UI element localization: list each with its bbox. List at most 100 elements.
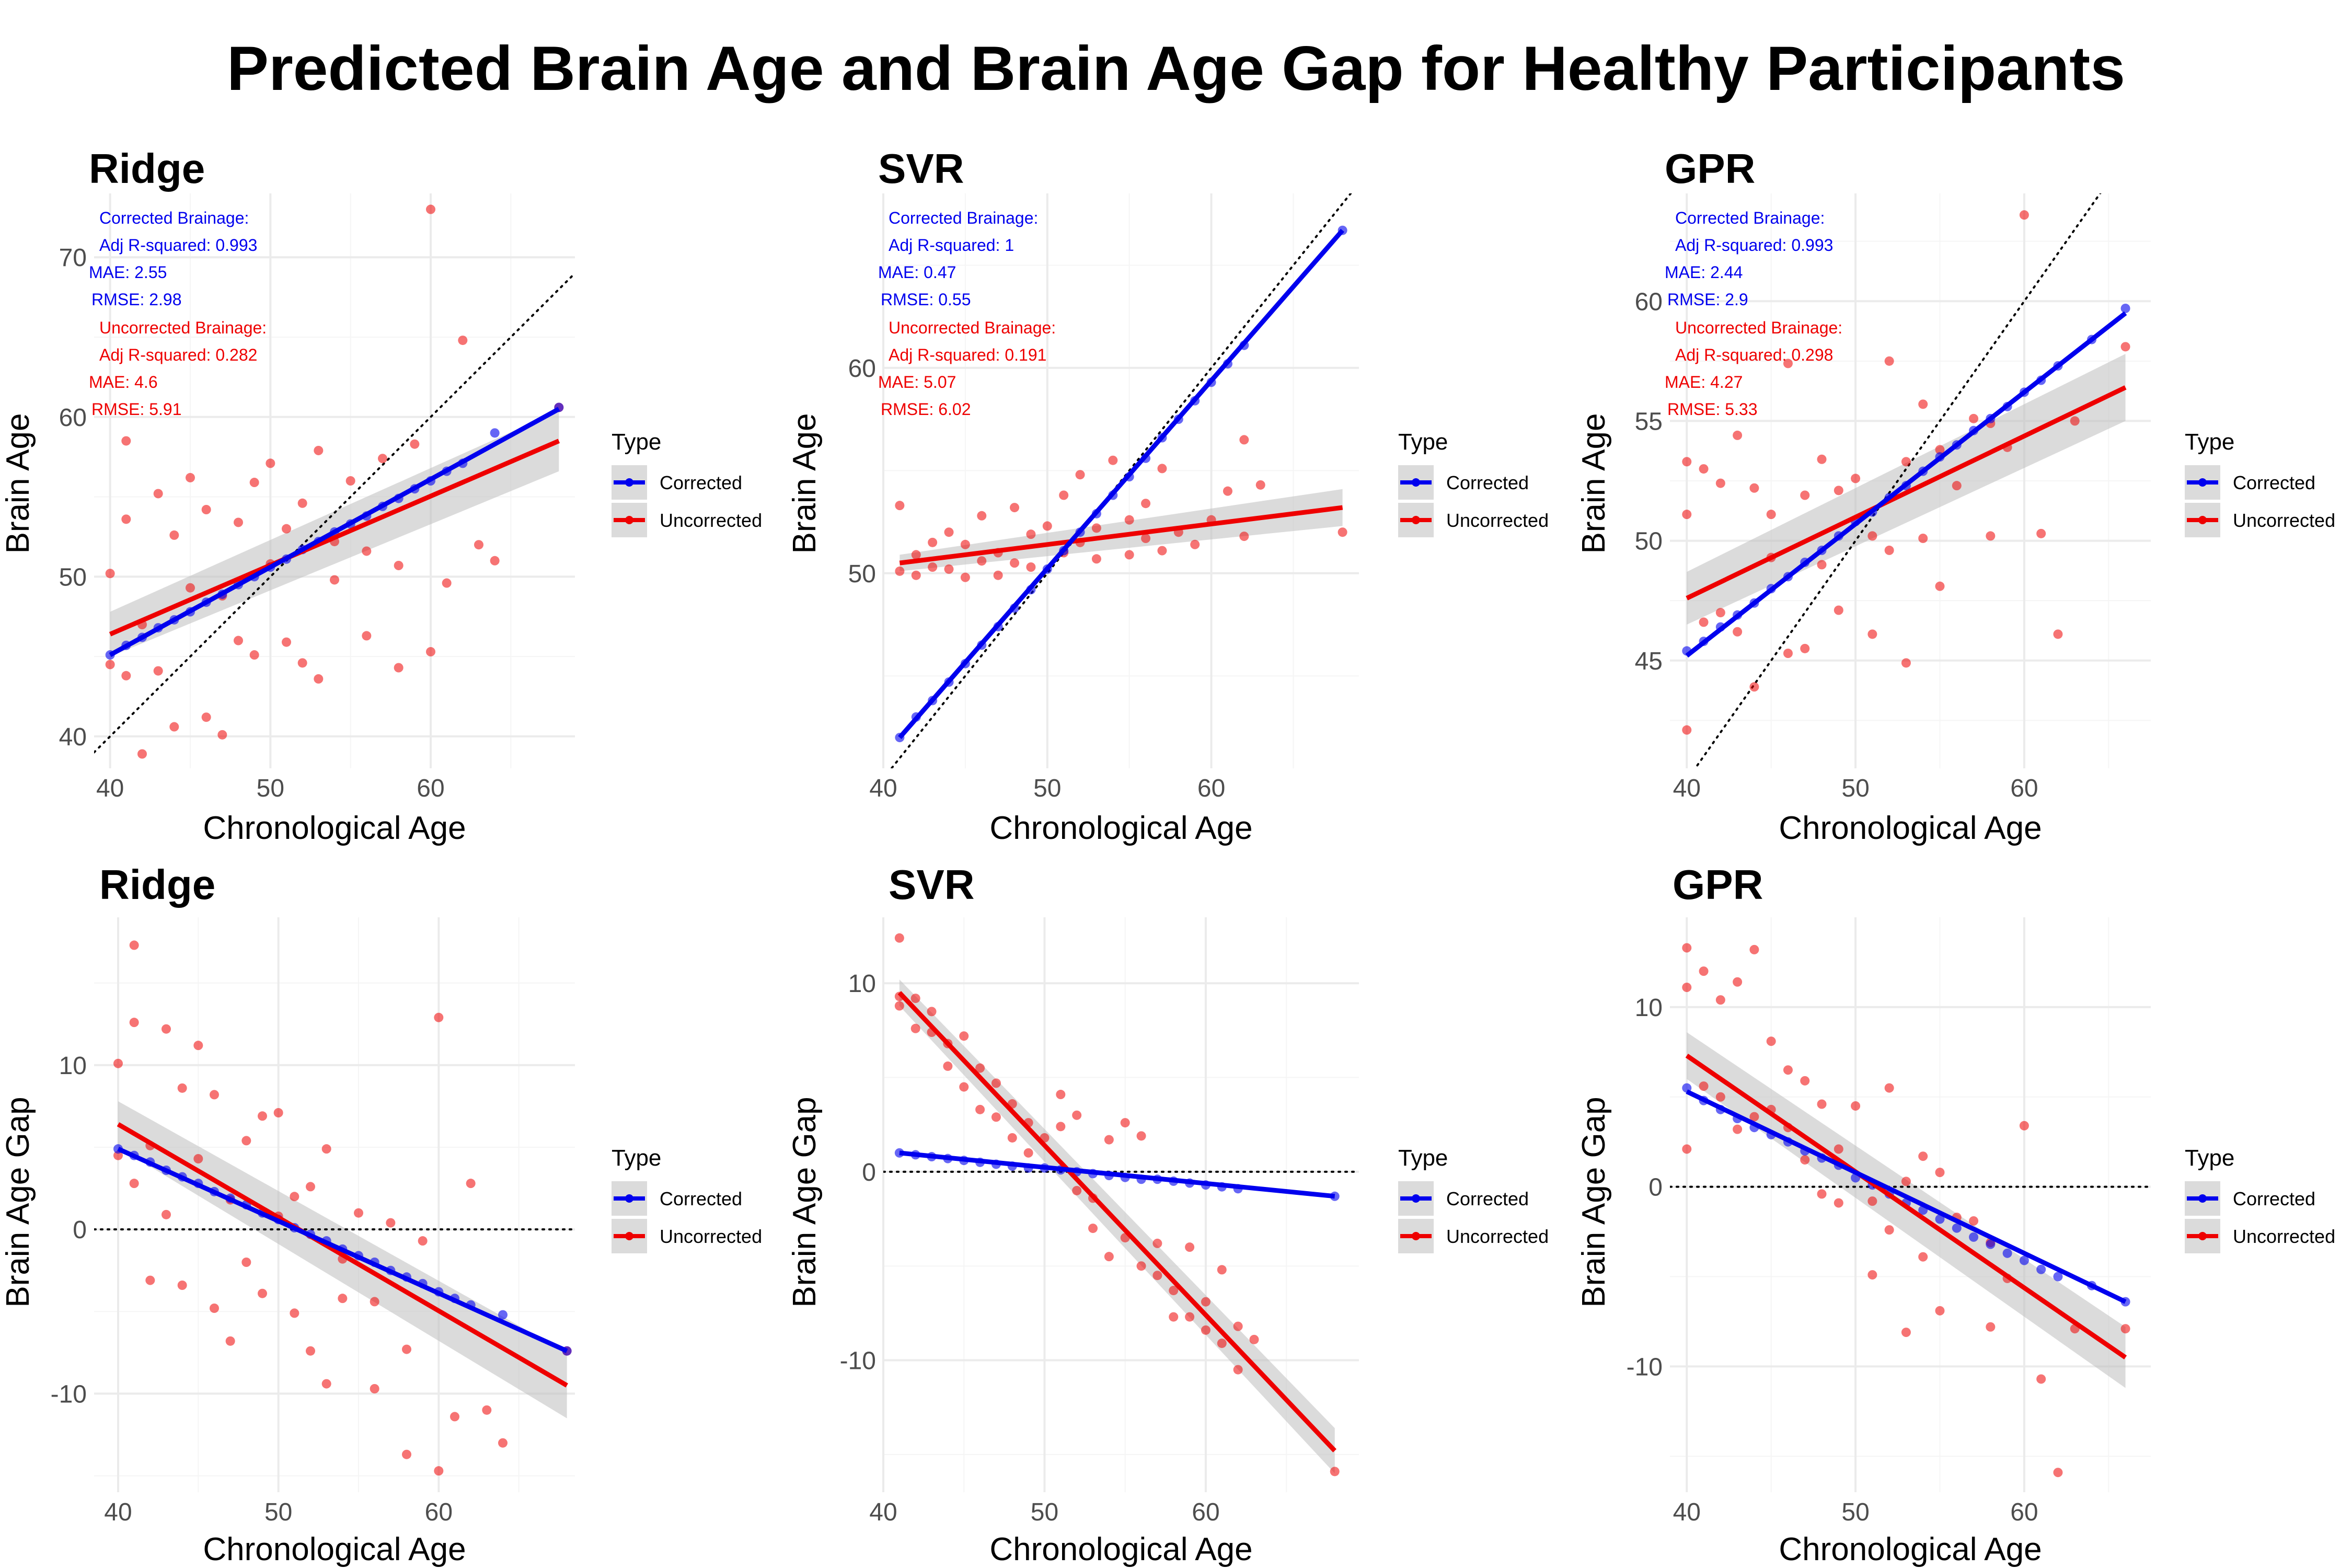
uncorrected-point (1699, 464, 1709, 474)
corrected-fit-line (1686, 1089, 2127, 1304)
uncorrected-point (1255, 480, 1265, 490)
uncorrected-point (1682, 725, 1692, 735)
uncorrected-point (1075, 470, 1085, 480)
legend-key-point (1412, 478, 1420, 487)
panel-row2-col2: 40 50 60 -10 0 10 SVR Chronological Age Brain Ag… (787, 861, 1549, 1567)
uncorrected-point (201, 712, 211, 722)
uncorrected-point (129, 1018, 139, 1028)
uncorrected-point (1715, 478, 1725, 488)
uncorrected-point (944, 527, 954, 537)
corrected-fit-line (117, 1147, 568, 1353)
uncorrected-point (928, 537, 938, 547)
y-tick-label: 70 (59, 244, 87, 272)
uncorrected-point (1169, 1286, 1179, 1296)
panel-title: Ridge (89, 145, 205, 192)
uncorrected-point (959, 1082, 969, 1092)
uncorrected-point (258, 1111, 267, 1121)
uncorrected-point (162, 1024, 171, 1034)
legend-item-label: Corrected (1446, 472, 1529, 493)
uncorrected-point (193, 1154, 203, 1163)
stats-annotation: MAE: 2.55 (89, 263, 167, 282)
uncorrected-point (1749, 682, 1759, 692)
uncorrected-point (2053, 629, 2063, 639)
uncorrected-fit-line (1685, 1053, 2127, 1359)
uncorrected-point (1157, 546, 1167, 556)
uncorrected-point (314, 674, 324, 684)
y-tick-label: -10 (840, 1347, 876, 1375)
uncorrected-point (210, 1304, 219, 1313)
uncorrected-point (186, 472, 195, 482)
uncorrected-point (910, 994, 920, 1004)
uncorrected-point (1169, 1312, 1179, 1322)
y-axis-label: Brain Age (0, 413, 36, 554)
x-tick-label: 60 (2010, 775, 2038, 802)
figure-title: Predicted Brain Age and Brain Age Gap fo… (227, 33, 2125, 103)
uncorrected-point (426, 204, 435, 214)
uncorrected-point (177, 1083, 187, 1093)
uncorrected-point (297, 498, 307, 508)
y-tick-label: 50 (1635, 528, 1663, 556)
uncorrected-point (338, 1294, 348, 1304)
x-tick-label: 50 (1841, 1498, 1869, 1526)
y-tick-label: -10 (51, 1380, 87, 1408)
uncorrected-point (321, 1144, 331, 1154)
legend-key-point (625, 1194, 633, 1203)
uncorrected-point (282, 637, 291, 647)
uncorrected-point (249, 650, 259, 660)
uncorrected-point (362, 546, 372, 556)
legend-key-point (1412, 1232, 1420, 1240)
uncorrected-point (1682, 1144, 1692, 1154)
uncorrected-point (1935, 581, 1945, 591)
legend-item-label: Uncorrected (660, 510, 762, 531)
uncorrected-point (1104, 1252, 1114, 1262)
uncorrected-point (1867, 1270, 1877, 1280)
uncorrected-point (1817, 1099, 1827, 1109)
legend-key-point (625, 1232, 633, 1240)
plot-area (883, 933, 1359, 1477)
uncorrected-point (1682, 510, 1692, 520)
stats-annotation: Adj R-squared: 1 (889, 236, 1014, 255)
panel-row1-col2: 40 50 60 50 60 SVR Chronological Age Brain Age C… (787, 145, 1549, 846)
legend-key-point (1412, 1194, 1420, 1203)
y-tick-label: 45 (1635, 648, 1663, 675)
uncorrected-point (1185, 1312, 1195, 1322)
uncorrected-point (314, 445, 324, 455)
panel-title: SVR (889, 861, 975, 908)
uncorrected-point (129, 1179, 139, 1189)
uncorrected-point (345, 476, 355, 486)
uncorrected-point (297, 658, 307, 668)
uncorrected-point (1851, 1101, 1861, 1111)
uncorrected-point (249, 478, 259, 488)
uncorrected-point (234, 636, 243, 645)
uncorrected-point (266, 458, 275, 468)
uncorrected-point (1233, 1365, 1243, 1375)
uncorrected-fit-line (117, 1122, 568, 1388)
panel-row2-col1: 40 50 60 -10 0 10 Ridge Chronological Age Brain … (0, 861, 762, 1567)
uncorrected-point (1733, 977, 1743, 987)
stats-annotation: Corrected Brainage: (1675, 209, 1825, 227)
x-tick-label: 50 (257, 775, 284, 802)
uncorrected-point (370, 1384, 379, 1393)
uncorrected-point (977, 511, 987, 521)
uncorrected-point (434, 1012, 444, 1022)
legend-key-point (2198, 516, 2207, 524)
uncorrected-point (282, 524, 291, 534)
stats-annotation: Adj R-squared: 0.282 (99, 345, 257, 364)
plot-area (1670, 943, 2151, 1478)
uncorrected-point (169, 530, 179, 540)
uncorrected-point (1233, 1321, 1243, 1331)
uncorrected-point (1800, 1076, 1810, 1086)
uncorrected-point (960, 539, 970, 549)
uncorrected-point (241, 1136, 251, 1146)
legend-item-label: Uncorrected (660, 1226, 762, 1247)
x-tick-label: 50 (1031, 1498, 1058, 1526)
uncorrected-point (1223, 486, 1232, 496)
uncorrected-point (105, 660, 115, 670)
legend-title: Type (1398, 1145, 1448, 1171)
uncorrected-point (306, 1182, 315, 1192)
uncorrected-point (1986, 1322, 1996, 1332)
uncorrected-point (1935, 1306, 1945, 1316)
legend-key-point (1412, 516, 1420, 524)
y-tick-label: 40 (59, 723, 87, 751)
uncorrected-point (1715, 608, 1725, 618)
